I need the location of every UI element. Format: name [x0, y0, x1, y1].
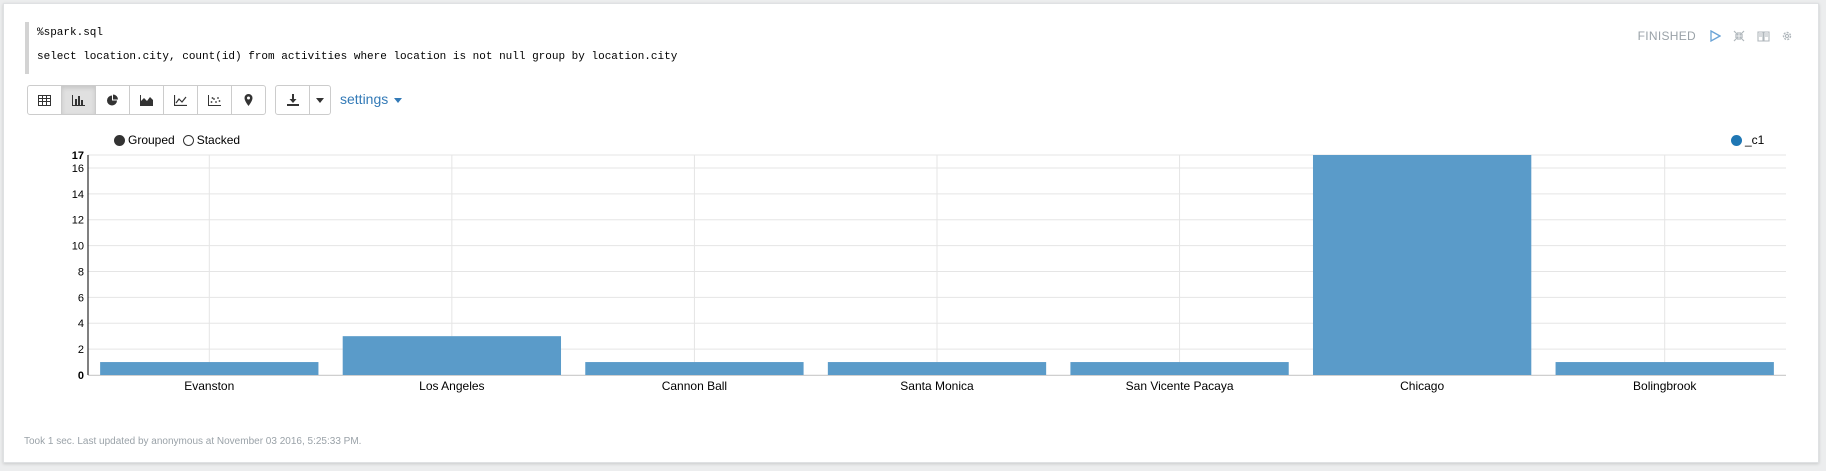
- legend-dot-icon: [1731, 134, 1742, 146]
- map-button[interactable]: [231, 85, 266, 115]
- y-tick-label: 2: [78, 344, 84, 356]
- y-tick-label: 12: [72, 215, 84, 227]
- y-tick-label: 0: [78, 370, 84, 382]
- line-chart-button[interactable]: [163, 85, 198, 115]
- radio-filled-icon: [114, 134, 125, 146]
- x-tick-label: Bolingbrook: [1633, 379, 1697, 393]
- pie-chart-icon: [107, 94, 118, 105]
- y-tick-label: 16: [72, 163, 84, 175]
- pie-chart-button[interactable]: [95, 85, 130, 115]
- y-tick-label: 6: [78, 292, 84, 304]
- y-tick-label: 4: [78, 318, 84, 330]
- stacked-label: Stacked: [196, 133, 241, 147]
- bar: [1555, 362, 1774, 375]
- bar: [585, 362, 804, 375]
- x-tick-label: Chicago: [1400, 379, 1444, 393]
- grouped-label: Grouped: [128, 133, 175, 147]
- settings-label: settings: [340, 91, 389, 107]
- y-tick-label: 14: [72, 189, 84, 201]
- bar: [1070, 362, 1289, 375]
- collapse-icon[interactable]: [1732, 29, 1746, 43]
- bar-chart-button[interactable]: [61, 85, 96, 115]
- download-group: [275, 85, 331, 115]
- book-icon[interactable]: [1756, 29, 1770, 43]
- status-label: FINISHED: [1637, 29, 1696, 43]
- radio-empty-icon: [182, 134, 194, 146]
- code-line-interpreter: %spark.sql: [37, 27, 104, 39]
- table-button[interactable]: [27, 85, 62, 115]
- download-button[interactable]: [275, 85, 310, 115]
- table-icon: [38, 94, 51, 106]
- legend-series-label: _c1: [1745, 133, 1765, 147]
- gear-icon[interactable]: [1780, 29, 1794, 43]
- y-tick-label: 10: [72, 241, 84, 253]
- code-line-query: select location.city, count(id) from act…: [37, 51, 678, 63]
- series-legend[interactable]: _c1: [1731, 133, 1764, 147]
- bar: [827, 362, 1047, 375]
- bar: [342, 336, 562, 375]
- caret-down-icon: [394, 97, 403, 103]
- stacked-radio[interactable]: Stacked: [182, 133, 241, 147]
- y-tick-label: 8: [78, 266, 84, 278]
- settings-toggle[interactable]: settings: [340, 91, 403, 107]
- map-pin-icon: [244, 94, 253, 106]
- visualization-toolbar: [27, 85, 266, 115]
- bar: [1312, 155, 1532, 375]
- grouped-radio[interactable]: Grouped: [114, 133, 175, 147]
- area-chart-button[interactable]: [129, 85, 164, 115]
- scatter-chart-button[interactable]: [197, 85, 232, 115]
- paragraph-status-bar: FINISHED: [1638, 29, 1794, 43]
- x-tick-label: Cannon Ball: [662, 379, 727, 393]
- download-dropdown-button[interactable]: [309, 85, 331, 115]
- paragraph-card: %spark.sql select location.city, count(i…: [3, 3, 1819, 463]
- bar: [100, 362, 319, 375]
- play-icon[interactable]: [1708, 29, 1722, 43]
- paragraph-footer: Took 1 sec. Last updated by anonymous at…: [24, 436, 362, 447]
- bar-chart-icon: [72, 94, 85, 106]
- bar-mode-controls: Grouped Stacked: [114, 133, 240, 147]
- download-icon: [286, 94, 299, 106]
- x-tick-label: Santa Monica: [900, 379, 974, 393]
- x-tick-label: Los Angeles: [419, 379, 484, 393]
- x-tick-label: Evanston: [184, 379, 234, 393]
- caret-down-icon: [316, 97, 324, 103]
- line-chart-icon: [174, 94, 187, 106]
- y-tick-label: 17: [72, 150, 84, 162]
- scatter-chart-icon: [208, 94, 221, 106]
- code-editor[interactable]: %spark.sql select location.city, count(i…: [25, 22, 1629, 74]
- area-chart-icon: [140, 94, 153, 106]
- x-tick-label: San Vicente Pacaya: [1126, 379, 1234, 393]
